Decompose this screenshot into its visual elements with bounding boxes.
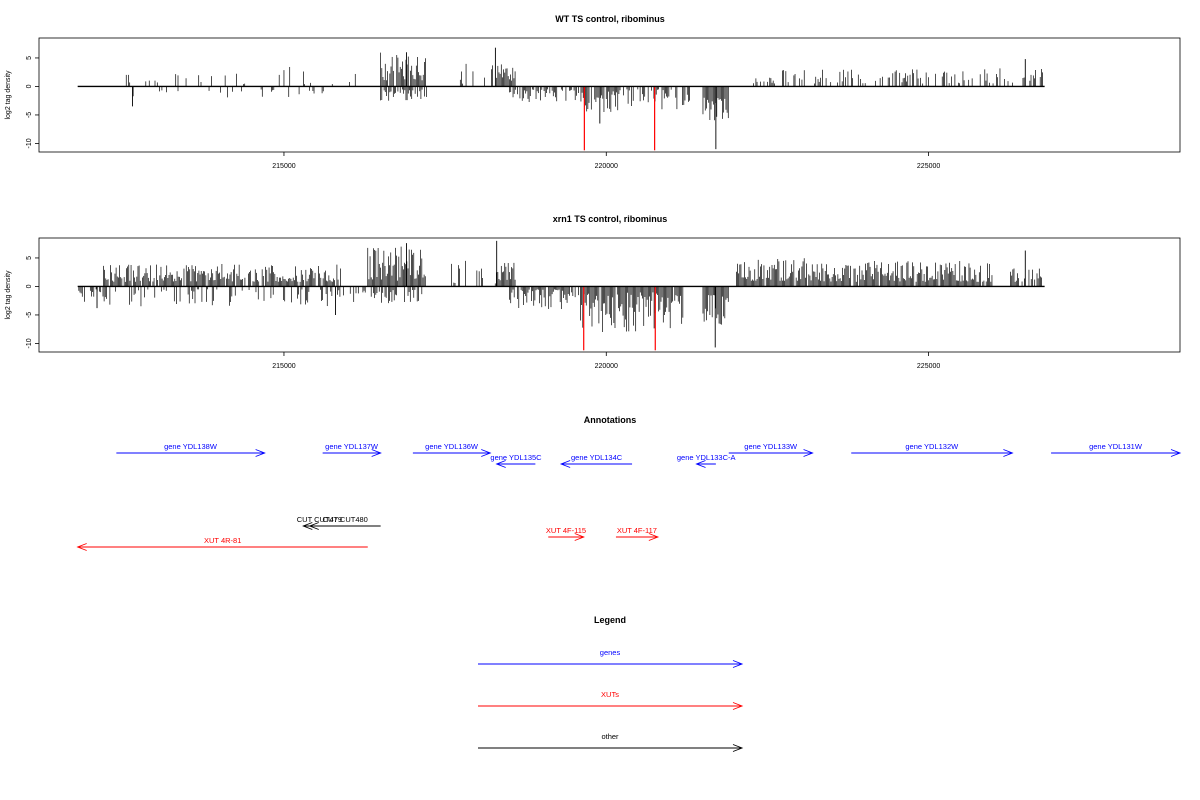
feature-label: XUT 4F-117 — [617, 526, 657, 535]
x-tick-label: 225000 — [917, 363, 940, 370]
feature-arrowhead — [732, 702, 744, 710]
feature-arrow: gene YDL131W — [1051, 442, 1182, 457]
feature-arrowhead — [76, 543, 87, 551]
feature-arrowhead — [695, 460, 706, 468]
feature-label: gene YDL136W — [425, 442, 479, 451]
feature-arrowhead — [302, 522, 313, 530]
legend-item-label: genes — [600, 648, 621, 657]
legend-item-label: XUTs — [601, 690, 619, 699]
legend-item: other — [478, 732, 744, 752]
feature-arrow: gene YDL133C-A — [677, 453, 736, 468]
feature-arrowhead — [308, 522, 319, 530]
feature-arrow: gene YDL135C — [490, 453, 542, 468]
feature-label: gene YDL132W — [905, 442, 959, 451]
feature-label: gene YDL138W — [164, 442, 218, 451]
y-tick-label: 5 — [26, 56, 33, 60]
xrn1-panel-title: xrn1 TS control, ribominus — [553, 214, 668, 224]
feature-arrowhead — [559, 460, 571, 468]
feature-arrowhead — [371, 449, 382, 457]
plot-frame — [38, 37, 1181, 153]
x-tick-label: 225000 — [917, 163, 940, 170]
legend-item-label: other — [601, 732, 619, 741]
x-tick-label: 220000 — [595, 363, 618, 370]
feature-label: CUT CUT480 — [323, 515, 368, 524]
legend: Legend genes XUTs other — [478, 615, 744, 752]
x-tick-label: 220000 — [595, 163, 618, 170]
x-tick-label: 215000 — [272, 163, 295, 170]
feature-arrow: gene YDL133W — [728, 442, 814, 457]
y-tick-label: 5 — [26, 256, 33, 260]
feature-label: gene YDL131W — [1089, 442, 1143, 451]
coverage-bars — [78, 240, 1042, 351]
feature-label: gene YDL133W — [744, 442, 798, 451]
feature-label: gene YDL134C — [571, 453, 623, 462]
feature-arrowhead — [255, 449, 266, 457]
wt-y-axis-label: log2 tag density — [5, 70, 12, 120]
feature-arrow: gene YDL137W — [322, 442, 382, 457]
x-tick-label: 215000 — [272, 363, 295, 370]
annotations-title: Annotations — [584, 415, 637, 425]
feature-arrow: gene YDL136W — [412, 442, 492, 457]
coverage-bars — [125, 47, 1043, 151]
feature-label: gene YDL135C — [490, 453, 542, 462]
xrn1-coverage-panel: xrn1 TS control, ribominus log2 tag dens… — [5, 214, 1181, 370]
y-tick-label: -10 — [26, 338, 33, 348]
feature-arrow: gene YDL138W — [116, 442, 266, 457]
feature-label: CUT CUT479 — [297, 515, 342, 524]
feature-arrow: CUT CUT480 — [308, 515, 381, 530]
feature-arrow: gene YDL132W — [851, 442, 1014, 457]
feature-arrow: gene YDL134C — [559, 453, 633, 468]
feature-arrow: XUT 4F-115 — [546, 526, 586, 541]
plot-frame — [38, 237, 1181, 353]
feature-arrowhead — [1170, 449, 1182, 457]
xrn1-y-axis-label: log2 tag density — [5, 270, 12, 320]
y-tick-label: -5 — [26, 312, 33, 318]
feature-arrowhead — [574, 533, 585, 541]
feature-label: gene YDL137W — [325, 442, 379, 451]
y-tick-label: -10 — [26, 138, 33, 148]
legend-title: Legend — [594, 615, 626, 625]
feature-arrowhead — [495, 460, 506, 468]
feature-arrowhead — [732, 660, 744, 668]
feature-label: gene YDL133C-A — [677, 453, 736, 462]
feature-label: XUT 4R-81 — [204, 536, 241, 545]
legend-item: XUTs — [478, 690, 744, 710]
y-tick-label: 0 — [26, 284, 33, 288]
wt-coverage-panel: WT TS control, ribominus log2 tag densit… — [5, 14, 1181, 170]
feature-arrowhead — [481, 449, 492, 457]
y-tick-label: -5 — [26, 112, 33, 118]
feature-arrow: XUT 4R-81 — [76, 536, 368, 551]
feature-arrowhead — [803, 449, 814, 457]
y-tick-label: 0 — [26, 84, 33, 88]
annotation-track: Annotations gene YDL138W gene YDL137W gene… — [76, 415, 1182, 551]
feature-label: XUT 4F-115 — [546, 526, 586, 535]
feature-arrowhead — [648, 533, 660, 541]
feature-arrowhead — [732, 744, 744, 752]
wt-panel-title: WT TS control, ribominus — [555, 14, 665, 24]
feature-arrowhead — [1003, 449, 1014, 457]
legend-item: genes — [478, 648, 744, 668]
feature-arrow: XUT 4F-117 — [615, 526, 660, 541]
